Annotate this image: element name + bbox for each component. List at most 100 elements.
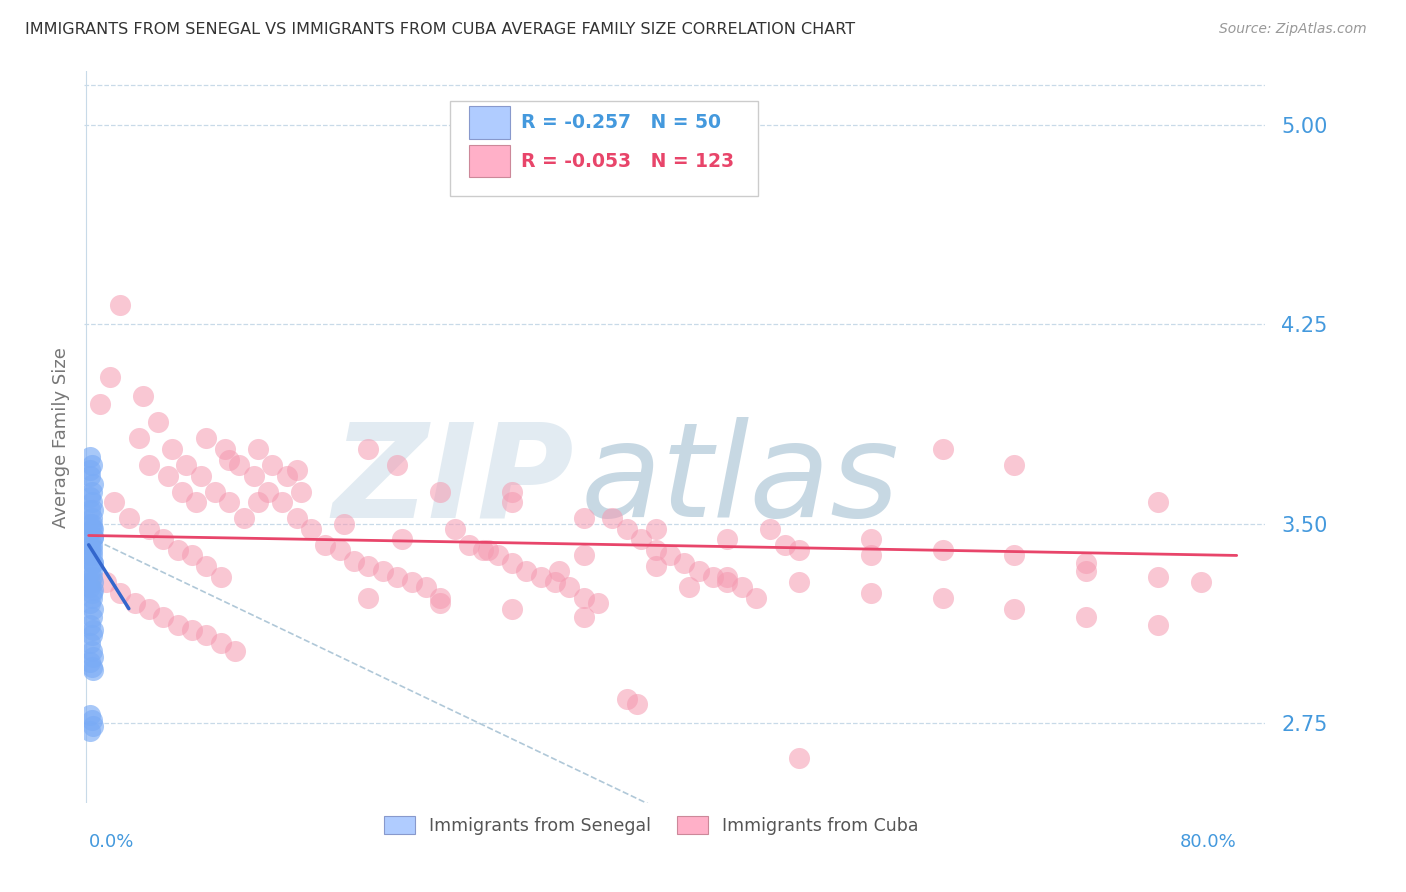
Point <box>79 708 101 723</box>
Point <box>329 543 352 558</box>
Point <box>931 543 953 558</box>
Point <box>343 554 366 568</box>
Point <box>128 431 150 445</box>
Point <box>138 458 160 472</box>
Point <box>228 458 250 472</box>
Point <box>477 543 499 558</box>
Point <box>515 565 537 579</box>
Legend: Immigrants from Senegal, Immigrants from Cuba: Immigrants from Senegal, Immigrants from… <box>377 809 925 842</box>
Point <box>586 596 609 610</box>
Point <box>110 585 132 599</box>
Point <box>745 591 768 605</box>
Point <box>195 628 218 642</box>
Point <box>371 565 394 579</box>
Point <box>224 644 246 658</box>
Point <box>103 495 125 509</box>
Point <box>80 565 103 579</box>
Point <box>79 596 101 610</box>
Point <box>242 468 264 483</box>
Point <box>290 484 312 499</box>
Point <box>429 591 451 605</box>
Point <box>246 442 269 456</box>
Point <box>170 484 193 499</box>
Point <box>79 565 101 579</box>
Point <box>181 623 204 637</box>
Point <box>82 530 104 544</box>
Point <box>82 663 104 677</box>
Point <box>257 484 280 499</box>
Point <box>79 463 101 477</box>
Point <box>79 636 101 650</box>
Point <box>415 580 437 594</box>
Point <box>156 468 179 483</box>
Point <box>190 468 212 483</box>
Point <box>214 442 236 456</box>
Point <box>79 450 101 464</box>
Point <box>82 503 104 517</box>
Point <box>80 538 103 552</box>
Point <box>616 692 638 706</box>
Point <box>716 533 738 547</box>
Point <box>80 585 103 599</box>
Point <box>501 495 523 509</box>
Point <box>314 538 336 552</box>
Text: ZIP: ZIP <box>333 417 575 544</box>
Text: R = -0.257   N = 50: R = -0.257 N = 50 <box>522 113 721 132</box>
Point <box>702 570 724 584</box>
Point <box>80 516 103 531</box>
FancyBboxPatch shape <box>450 101 758 195</box>
Point <box>486 549 509 563</box>
FancyBboxPatch shape <box>470 145 509 178</box>
Point <box>174 458 197 472</box>
Point <box>387 570 409 584</box>
Point <box>572 511 595 525</box>
Point <box>124 596 146 610</box>
Point <box>80 484 103 499</box>
Point <box>716 570 738 584</box>
Point <box>160 442 183 456</box>
Point <box>110 298 132 312</box>
Point <box>82 530 104 544</box>
Point <box>630 533 652 547</box>
Point <box>572 591 595 605</box>
Point <box>271 495 294 509</box>
Point <box>80 591 103 605</box>
Point <box>859 549 882 563</box>
Point <box>79 655 101 669</box>
Point <box>79 543 101 558</box>
Point <box>146 416 169 430</box>
Point <box>79 516 101 531</box>
Point <box>1002 601 1025 615</box>
Point <box>429 596 451 610</box>
Y-axis label: Average Family Size: Average Family Size <box>52 347 70 527</box>
Point <box>548 565 571 579</box>
Point <box>82 719 104 733</box>
Point <box>80 511 103 525</box>
Point <box>94 575 117 590</box>
Point <box>209 636 232 650</box>
Point <box>1146 570 1168 584</box>
Point <box>79 538 101 552</box>
Point <box>558 580 581 594</box>
Point <box>276 468 298 483</box>
Point <box>82 575 104 590</box>
Point <box>644 559 666 574</box>
Point <box>1074 565 1097 579</box>
Point <box>678 580 700 594</box>
Point <box>787 543 810 558</box>
Point <box>80 660 103 674</box>
Point <box>285 511 308 525</box>
Point <box>232 511 254 525</box>
Point <box>79 503 101 517</box>
FancyBboxPatch shape <box>470 106 509 138</box>
Point <box>626 698 648 712</box>
Text: 80.0%: 80.0% <box>1180 833 1237 851</box>
Point <box>82 557 104 571</box>
Text: atlas: atlas <box>581 417 900 544</box>
Point <box>166 617 188 632</box>
Point <box>501 557 523 571</box>
Point <box>285 463 308 477</box>
Point <box>673 557 696 571</box>
Point <box>931 442 953 456</box>
Point <box>98 370 121 384</box>
